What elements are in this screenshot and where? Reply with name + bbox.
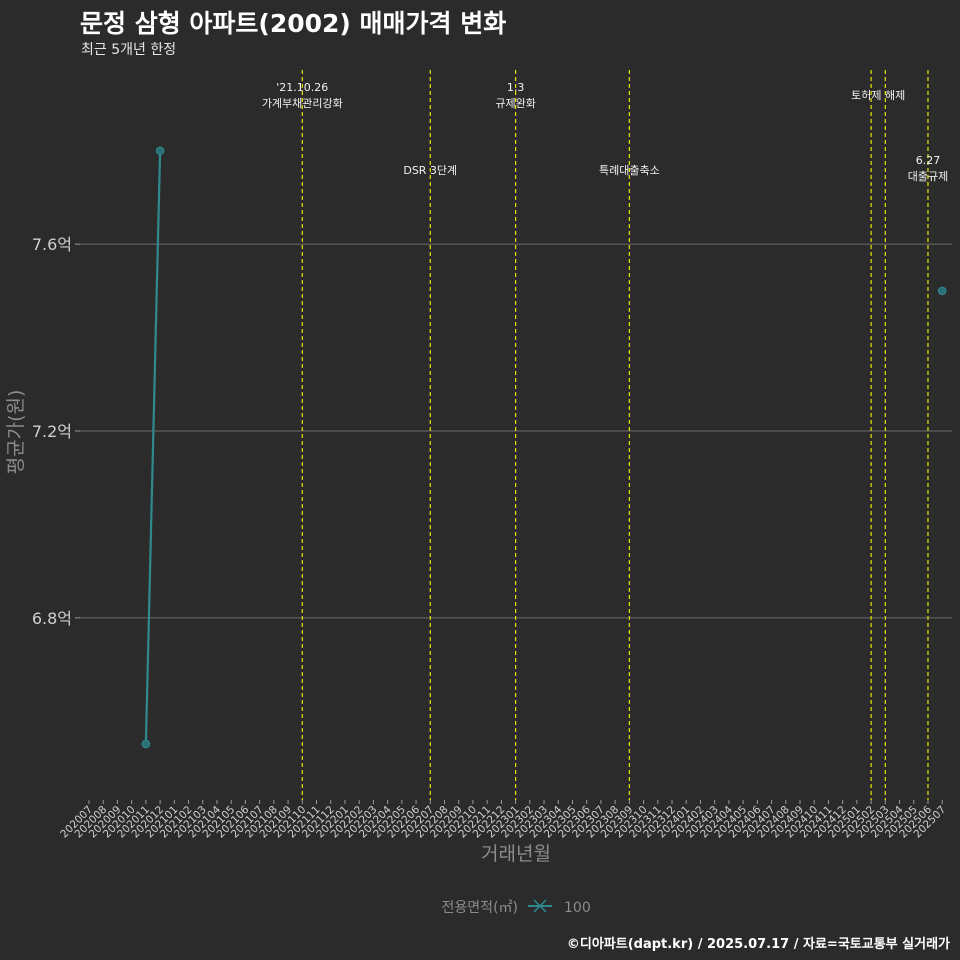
y-tick-label: 6.8억 [32,609,72,628]
event-label: 규제완화 [495,97,535,110]
data-point [937,286,947,296]
event-label: 대출규제 [908,170,948,183]
legend-entry: 100 [564,900,591,916]
legend-key-x-icon [533,899,547,913]
x-axis-label: 거래년월 [481,843,551,865]
event-label: DSR 3단계 [403,164,457,177]
y-axis-label: 평균가(원) [5,390,27,475]
y-tick-label: 7.2억 [32,422,72,441]
x-axis-ticks: 2020072020082020092020102020112020122021… [58,800,948,840]
event-label: 토허제 해제 [851,88,905,102]
event-label: 1.3 [507,81,525,94]
data-point [155,146,165,156]
data-point [141,739,151,749]
chart-subtitle: 최근 5개년 한정 [81,42,177,58]
y-axis-ticks: 6.8억 7.2억 7.6억 [32,235,80,628]
legend: 전용면적(㎡) 100 [442,899,591,916]
source-footer: ©디아파트(dapt.kr) / 2025.07.17 / 자료=국토교통부 실… [566,937,950,952]
y-tick-label: 7.6억 [32,235,72,254]
series-lines [141,146,947,749]
legend-title: 전용면적(㎡) [442,900,518,916]
chart-title: 문정 삼형 아파트(2002) 매매가격 변화 [80,9,507,38]
event-label: 특례대출축소 [599,164,660,177]
event-label: 6.27 [916,154,941,167]
event-label: 가계부채관리강화 [262,97,343,110]
series-line-segment [144,150,162,744]
event-label: '21.10.26 [276,81,328,94]
